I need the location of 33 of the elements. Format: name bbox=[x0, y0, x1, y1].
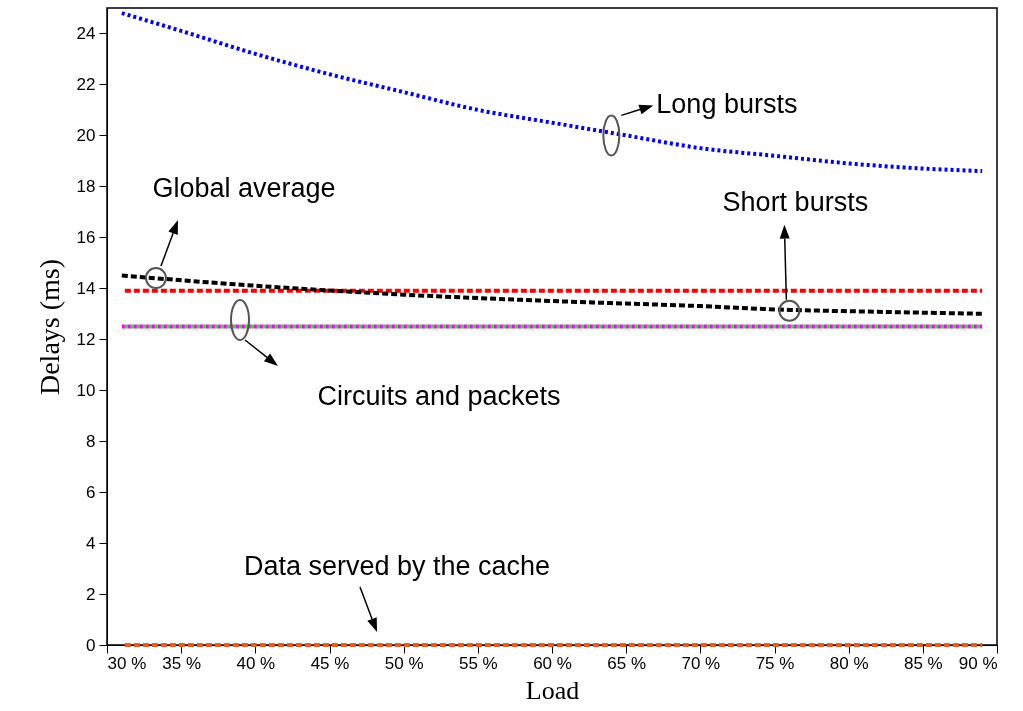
annotation: Global average bbox=[152, 173, 336, 204]
y-tick-label: 16 bbox=[76, 227, 96, 247]
x-tick-label: 45 % bbox=[310, 653, 350, 673]
y-tick-label: 24 bbox=[76, 23, 96, 43]
y-tick-label: 12 bbox=[76, 329, 96, 349]
x-tick-label: 70 % bbox=[681, 653, 721, 673]
y-tick-label: 18 bbox=[76, 176, 96, 196]
y-tick-label: 22 bbox=[76, 74, 96, 94]
x-axis-title: Load bbox=[525, 675, 580, 705]
x-tick-label: 75 % bbox=[755, 653, 795, 673]
x-tick-label: 60 % bbox=[533, 653, 572, 673]
y-tick-label: 8 bbox=[86, 431, 96, 451]
y-tick-label: 0 bbox=[86, 635, 96, 655]
annotation: Circuits and packets bbox=[317, 381, 561, 411]
annotation: Short bursts bbox=[722, 186, 869, 217]
x-tick-label: 80 % bbox=[829, 653, 869, 673]
x-tick-label: 30 % bbox=[107, 653, 147, 673]
y-axis-title: Delays (ms) bbox=[33, 258, 65, 396]
y-tick-label: 4 bbox=[86, 533, 96, 553]
x-tick-label: 40 % bbox=[236, 653, 276, 673]
annotation: Long bursts bbox=[656, 89, 798, 120]
x-tick-label: 35 % bbox=[162, 653, 202, 673]
y-tick-label: 2 bbox=[86, 584, 96, 604]
y-tick-label: 10 bbox=[76, 380, 96, 400]
x-tick-label: 50 % bbox=[384, 653, 424, 673]
annotation: Data served by the cache bbox=[243, 551, 551, 581]
y-tick-label: 20 bbox=[76, 125, 96, 145]
x-tick-label: 85 % bbox=[903, 653, 943, 673]
x-tick-label: 90 % bbox=[958, 653, 998, 673]
x-tick-label: 65 % bbox=[607, 653, 647, 673]
y-tick-label: 14 bbox=[76, 278, 96, 298]
x-tick-label: 55 % bbox=[458, 653, 498, 673]
y-tick-label: 6 bbox=[86, 482, 96, 502]
